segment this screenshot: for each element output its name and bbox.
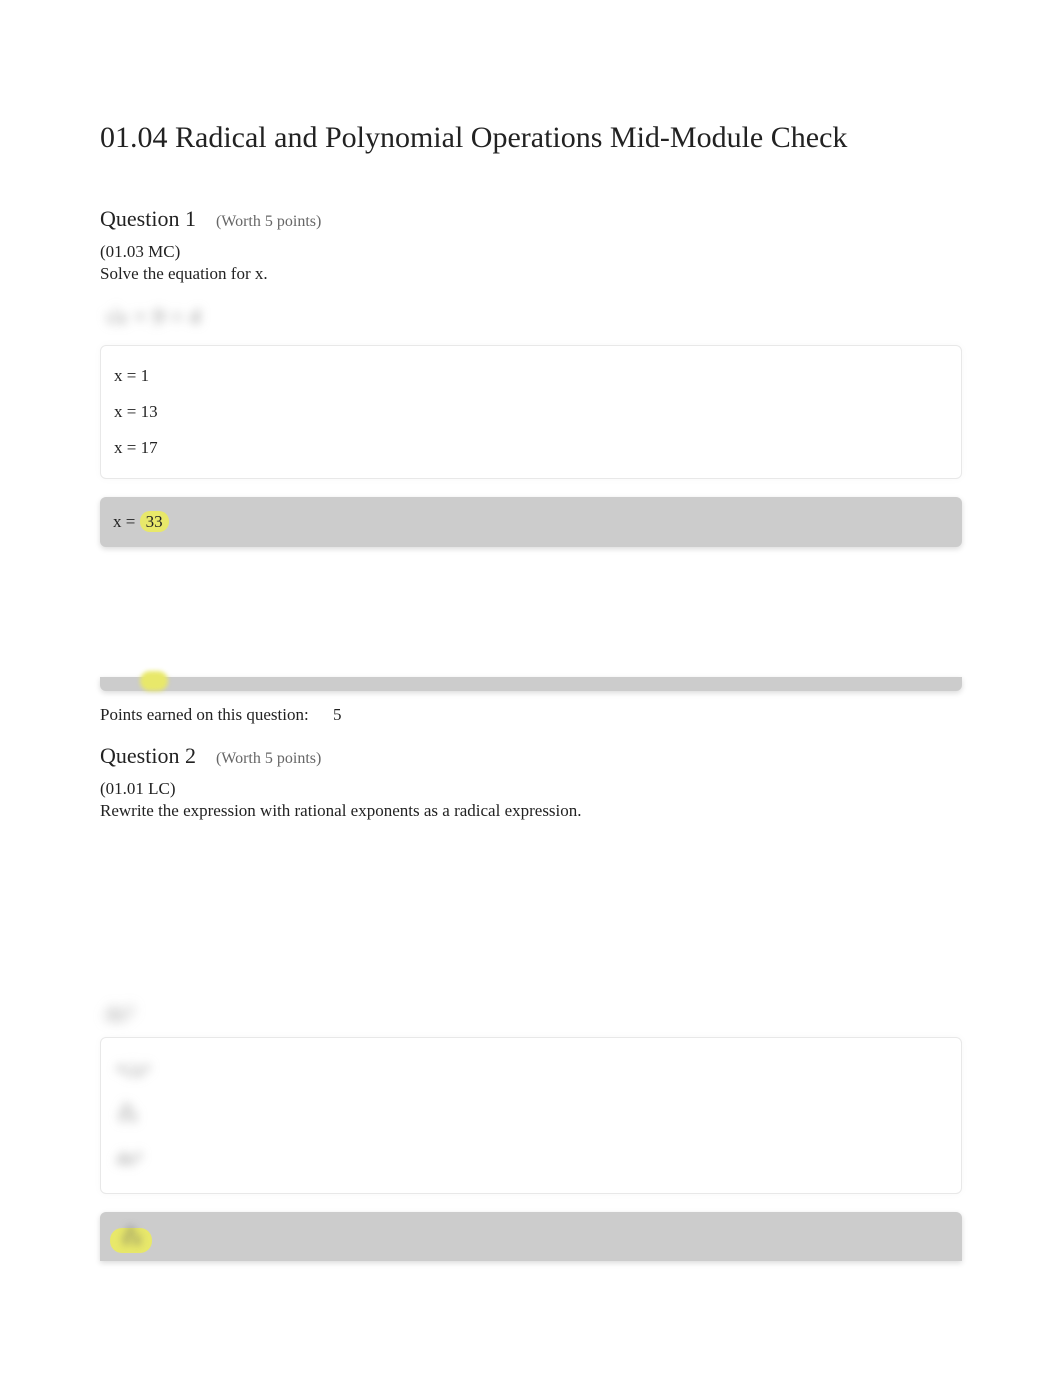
option[interactable]: x = 1 (111, 358, 951, 394)
question-2-options: ⁴√x³ ∛x 4x³ (100, 1037, 962, 1194)
points-earned-line: Points earned on this question: 5 (100, 705, 962, 725)
points-label: Points earned on this question: (100, 705, 309, 724)
question-1-label: Question 1 (100, 206, 196, 232)
highlight-indicator (140, 671, 168, 691)
question-2-expression: 4x³ (105, 1001, 962, 1027)
question-2-reference: (01.01 LC) (100, 779, 962, 799)
selected-option: x = 33 (110, 509, 952, 535)
question-1-reference: (01.03 MC) (100, 242, 962, 262)
question-2-selected[interactable]: ∛x (100, 1212, 962, 1261)
selected-value: ∛x (120, 1226, 142, 1251)
question-1-header: Question 1 (Worth 5 points) (100, 206, 962, 232)
question-1-options: x = 1 x = 13 x = 17 (100, 345, 962, 479)
option[interactable]: ∛x (111, 1093, 951, 1138)
question-1-selected[interactable]: x = 33 (100, 497, 962, 547)
option[interactable]: 4x³ (111, 1138, 951, 1181)
selected-highlight: ∛x (110, 1228, 152, 1253)
page-title: 01.04 Radical and Polynomial Operations … (100, 120, 962, 156)
question-2-header: Question 2 (Worth 5 points) (100, 743, 962, 769)
option[interactable]: ⁴√x³ (111, 1050, 951, 1093)
question-1-equation: √x + 9 = 4 (105, 304, 962, 330)
option[interactable]: x = 13 (111, 394, 951, 430)
option[interactable]: x = 17 (111, 430, 951, 466)
question-1-prompt: Solve the equation for x. (100, 264, 962, 284)
question-2-prompt: Rewrite the expression with rational exp… (100, 801, 962, 821)
question-2-worth: (Worth 5 points) (216, 750, 321, 768)
points-value: 5 (333, 705, 342, 724)
answer-feedback-bar (100, 677, 962, 691)
question-1-worth: (Worth 5 points) (216, 213, 321, 231)
selected-value-highlight: 33 (140, 511, 169, 532)
question-2-label: Question 2 (100, 743, 196, 769)
selected-prefix: x = (113, 512, 140, 531)
